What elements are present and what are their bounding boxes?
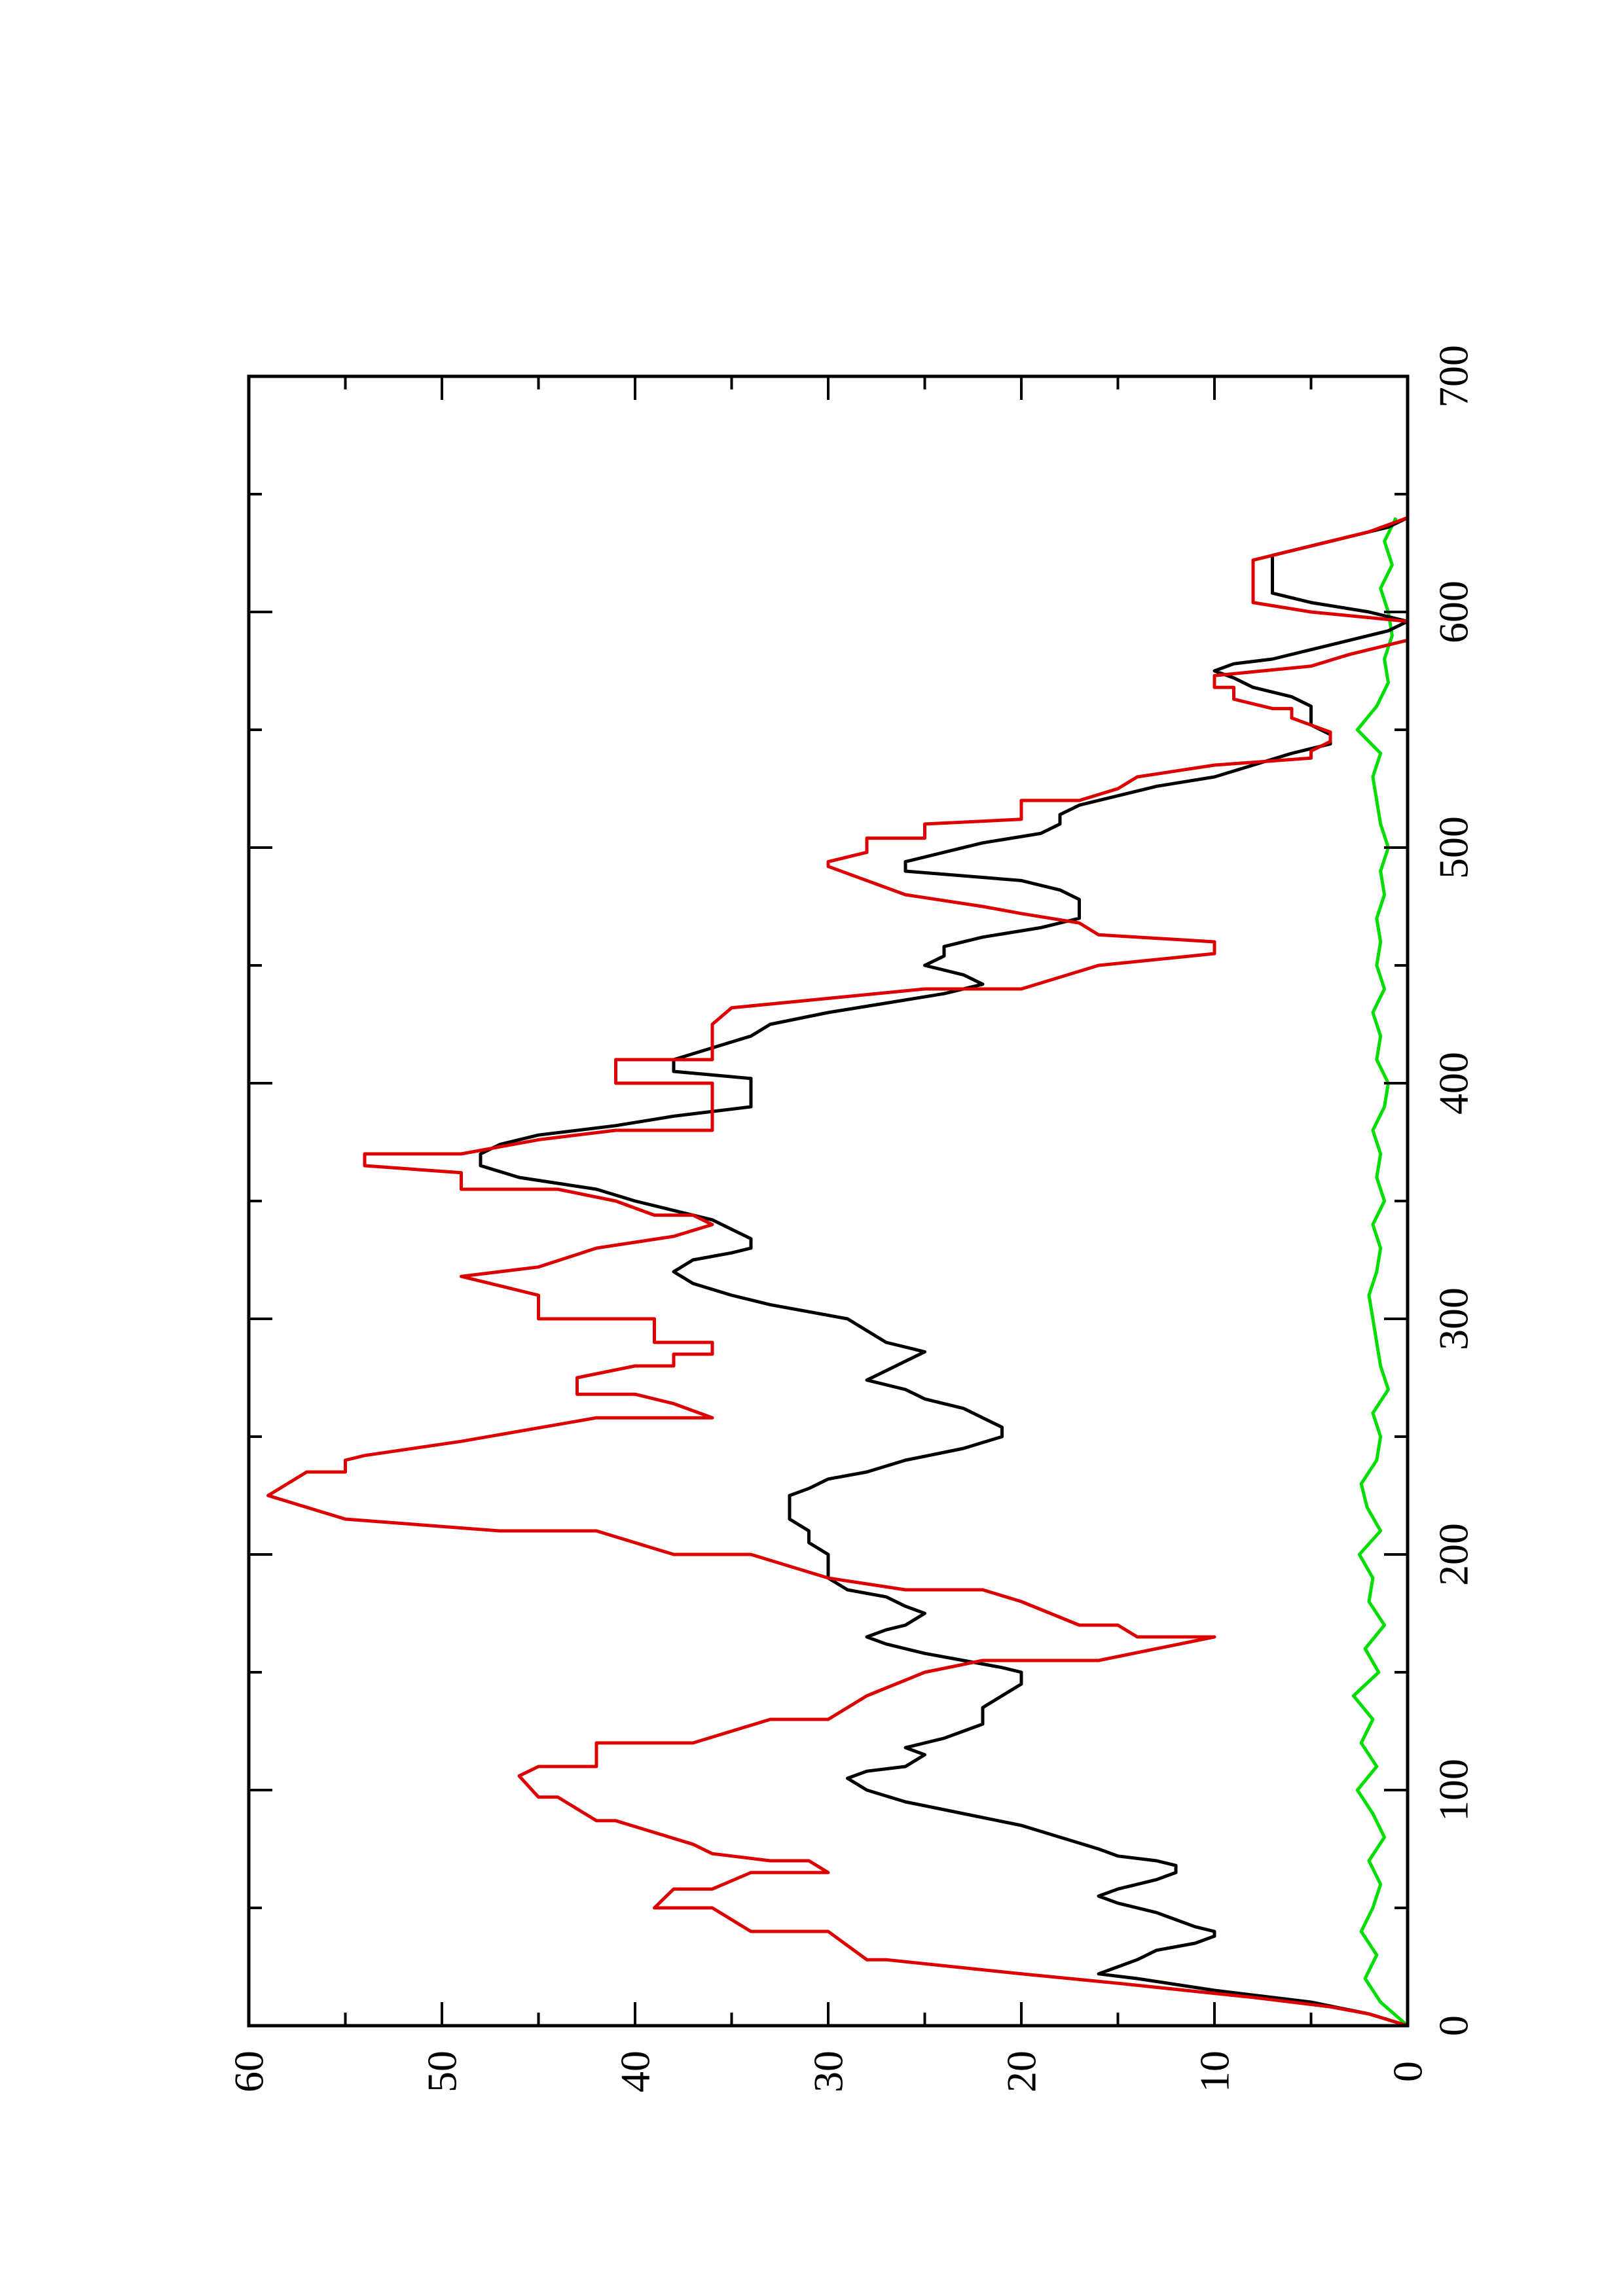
y-axis: 0 10 20 30 40 50 60 bbox=[226, 376, 1431, 2092]
y-tick-label: 10 bbox=[1192, 2051, 1238, 2092]
x-tick-label: 0 bbox=[1431, 2015, 1477, 2036]
x-axis: 0 100 200 300 400 500 600 700 bbox=[249, 345, 1477, 2036]
y-tick-label: 20 bbox=[998, 2051, 1045, 2092]
series-line-0 bbox=[266, 516, 1410, 2028]
y-tick-label: 60 bbox=[226, 2051, 272, 2092]
series-line-1 bbox=[479, 516, 1410, 2028]
x-tick-label: 700 bbox=[1431, 345, 1477, 408]
x-tick-label: 300 bbox=[1431, 1287, 1477, 1350]
y-tick-label: 40 bbox=[612, 2051, 659, 2092]
y-tick-label: 30 bbox=[805, 2051, 852, 2092]
y-tick-label: 50 bbox=[419, 2051, 465, 2092]
series-layer bbox=[266, 516, 1410, 2028]
series-line-2 bbox=[1351, 516, 1409, 2027]
y-tick-label: 0 bbox=[1385, 2061, 1431, 2082]
x-tick-label: 100 bbox=[1431, 1759, 1477, 1821]
x-tick-label: 600 bbox=[1431, 581, 1477, 643]
x-tick-label: 400 bbox=[1431, 1052, 1477, 1115]
x-tick-label: 500 bbox=[1431, 816, 1477, 879]
x-tick-label: 200 bbox=[1431, 1523, 1477, 1586]
